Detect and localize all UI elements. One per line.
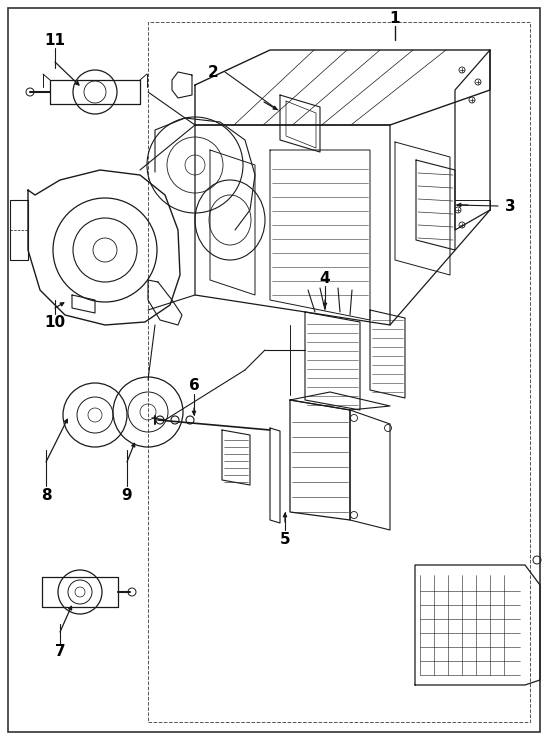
Text: 6: 6	[189, 377, 199, 392]
Text: 10: 10	[44, 314, 66, 329]
Text: 3: 3	[505, 198, 515, 214]
Text: 11: 11	[44, 33, 66, 47]
Circle shape	[171, 416, 179, 424]
Text: 1: 1	[390, 10, 400, 25]
Text: 5: 5	[279, 533, 290, 548]
Text: 4: 4	[319, 271, 330, 286]
Circle shape	[186, 416, 194, 424]
Text: 7: 7	[55, 645, 65, 659]
Text: 8: 8	[41, 488, 52, 502]
Text: 9: 9	[122, 488, 132, 502]
Circle shape	[156, 416, 164, 424]
Bar	[148, 22, 530, 722]
Text: 2: 2	[208, 64, 218, 79]
